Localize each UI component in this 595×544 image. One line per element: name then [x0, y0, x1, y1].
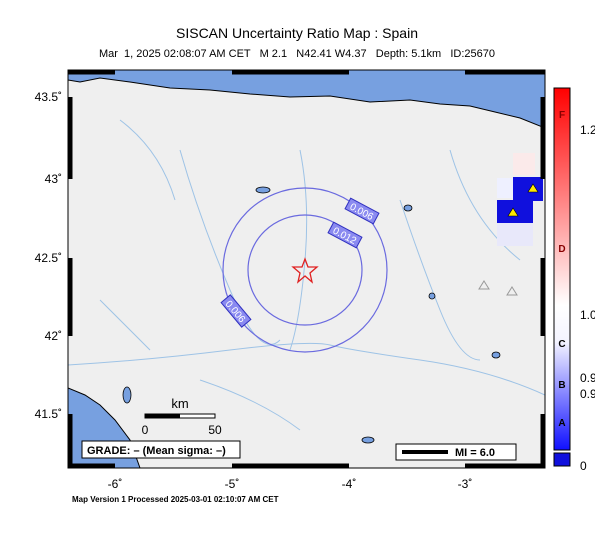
x-label: -3˚: [458, 477, 473, 491]
x-label: -5˚: [225, 477, 240, 491]
y-label: 43˚: [45, 172, 62, 186]
grade-box: [81, 440, 241, 459]
scale-start: 0: [142, 423, 149, 437]
colorbar-tick: 0.9: [580, 371, 595, 385]
land: [68, 70, 545, 468]
map-area: 0.006 0.012 0.006: [68, 70, 545, 468]
mi-box: [395, 443, 517, 461]
colorbar-scale: [553, 87, 571, 451]
mi: MI = 6.0: [455, 447, 495, 459]
subtitle: Mar 1, 2025 02:08:07 AM CET M 2.1 N42.41…: [99, 48, 495, 60]
colorbar-zero: [553, 452, 571, 467]
grade-label: B: [558, 380, 565, 391]
y-axis: 43.5˚ 43˚ 42.5˚ 42˚ 41.5˚: [35, 90, 62, 421]
title: SISCAN Uncertainty Ratio Map : Spain: [176, 25, 418, 41]
x-label: -6˚: [108, 477, 123, 491]
grade-label: C: [558, 339, 565, 350]
stations-inactive: [478, 280, 518, 296]
footer: Map Version 1 Processed 2025-03-01 02:10…: [72, 495, 279, 504]
colorbar-tick: 1.2: [580, 123, 595, 137]
y-label: 42˚: [45, 329, 62, 343]
contours: [222, 187, 388, 353]
x-axis: -6˚ -5˚ -4˚ -3˚: [108, 477, 473, 491]
grade-label: F: [559, 110, 565, 121]
colorbar-tick: 1.0: [580, 308, 595, 322]
scale-unit: km: [171, 396, 188, 411]
grade-label: A: [558, 418, 565, 429]
y-label: 41.5˚: [35, 407, 62, 421]
epicenter: [291, 257, 319, 284]
grade-label: D: [558, 244, 565, 255]
y-label: 42.5˚: [35, 251, 62, 265]
y-label: 43.5˚: [35, 90, 62, 104]
colorbar-tick: 0: [580, 459, 587, 473]
scale-bar: km 0 50: [142, 396, 222, 437]
lakes: [122, 186, 501, 444]
grade: GRADE: – (Mean sigma: –): [87, 445, 226, 457]
sea: [68, 70, 545, 129]
stations: [507, 183, 539, 217]
colorbar-tick: 0.9: [580, 387, 595, 401]
x-label: -4˚: [342, 477, 357, 491]
frame-ticks: [67, 69, 546, 469]
scale-end: 50: [208, 423, 222, 437]
colorbar: F D C B A 1.2 1.0 0.9 0.9 0: [553, 87, 595, 473]
